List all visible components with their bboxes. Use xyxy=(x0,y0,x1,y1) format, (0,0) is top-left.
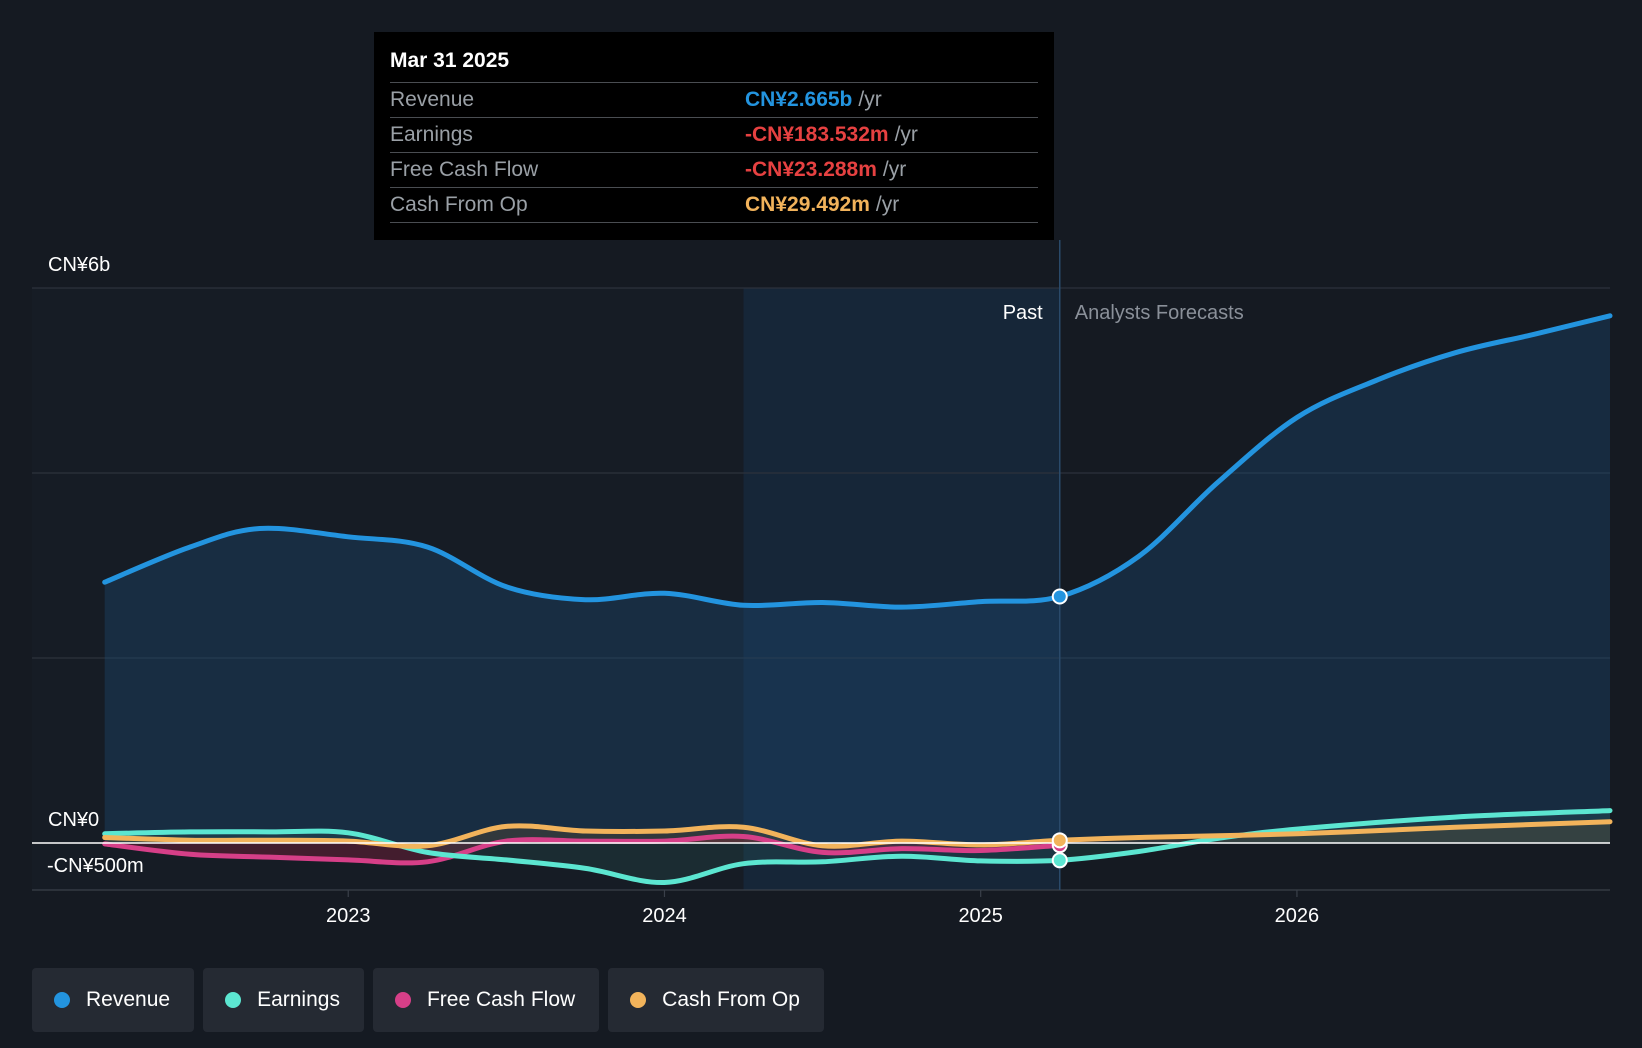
tooltip-value: -CN¥23.288m xyxy=(745,158,877,181)
series-markers xyxy=(1051,588,1068,869)
legend-item-cash-from-op[interactable]: Cash From Op xyxy=(608,968,824,1032)
earnings-marker xyxy=(1051,852,1068,869)
tooltip: Mar 31 2025 Revenue CN¥2.665b /yr Earnin… xyxy=(374,32,1054,240)
y-label-top: CN¥6b xyxy=(48,254,110,276)
x-tick-label: 2023 xyxy=(326,905,371,927)
past-label: Past xyxy=(1003,302,1043,324)
tooltip-label: Free Cash Flow xyxy=(390,158,539,181)
x-tick-label: 2026 xyxy=(1275,905,1320,927)
tooltip-row-earnings: Earnings -CN¥183.532m /yr xyxy=(390,117,1038,152)
gridlines xyxy=(32,287,1610,891)
legend-label: Free Cash Flow xyxy=(426,988,576,1011)
series-lines xyxy=(102,313,1613,886)
highlight-region xyxy=(743,288,1060,890)
free-cash-flow-area xyxy=(104,836,1060,863)
y-label-bottom: -CN¥500m xyxy=(47,855,144,877)
tooltip-unit: /yr xyxy=(882,158,907,181)
tooltip-label: Cash From Op xyxy=(390,193,528,216)
legend-item-earnings[interactable]: Earnings xyxy=(203,968,364,1032)
tooltip-unit: /yr xyxy=(858,88,882,111)
tooltip-row-free-cash-flow: Free Cash Flow -CN¥23.288m /yr xyxy=(390,152,1038,187)
revenue-marker xyxy=(1051,588,1068,605)
cash-from-op-line xyxy=(102,819,1613,849)
legend-label: Revenue xyxy=(86,988,171,1011)
tooltip-label: Revenue xyxy=(390,88,475,111)
earnings-line xyxy=(102,808,1613,886)
tooltip-value: CN¥29.492m xyxy=(745,193,870,216)
tooltip-value: -CN¥183.532m xyxy=(745,123,889,146)
cash-from-op-dot-icon xyxy=(630,992,647,1008)
revenue-line xyxy=(102,313,1613,610)
revenue-dot-icon xyxy=(54,992,70,1008)
cash-from-op-area xyxy=(104,821,1611,847)
cash-from-op-marker xyxy=(1051,832,1068,849)
tooltip-date: Mar 31 2025 xyxy=(390,49,510,72)
tooltip-row-revenue: Revenue CN¥2.665b /yr xyxy=(390,82,1038,117)
free-cash-flow-dot-icon xyxy=(394,992,411,1008)
earnings-dot-icon xyxy=(225,992,242,1008)
revenue-area xyxy=(104,315,1611,843)
y-label-zero: CN¥0 xyxy=(48,809,99,831)
x-axis: 2023 2024 2025 2026 xyxy=(326,890,1319,927)
free-cash-flow-line xyxy=(102,833,1063,866)
legend-label: Cash From Op xyxy=(662,988,800,1011)
tooltip-unit: /yr xyxy=(875,193,900,216)
legend-item-free-cash-flow[interactable]: Free Cash Flow xyxy=(372,968,600,1032)
x-tick-label: 2025 xyxy=(958,905,1003,927)
tooltip-label: Earnings xyxy=(390,123,473,146)
legend-label: Earnings xyxy=(257,988,340,1011)
tooltip-value: CN¥2.665b xyxy=(745,88,853,111)
forecast-label: Analysts Forecasts xyxy=(1075,302,1244,324)
tooltip-row-cash-from-op: Cash From Op CN¥29.492m /yr xyxy=(390,187,1038,223)
x-tick-label: 2024 xyxy=(642,905,687,927)
legend: Revenue Earnings Free Cash Flow Cash Fro… xyxy=(32,968,824,1032)
legend-item-revenue[interactable]: Revenue xyxy=(32,968,195,1032)
tooltip-rows: Revenue CN¥2.665b /yr Earnings -CN¥183.5… xyxy=(390,82,1038,223)
tooltip-unit: /yr xyxy=(894,123,918,146)
